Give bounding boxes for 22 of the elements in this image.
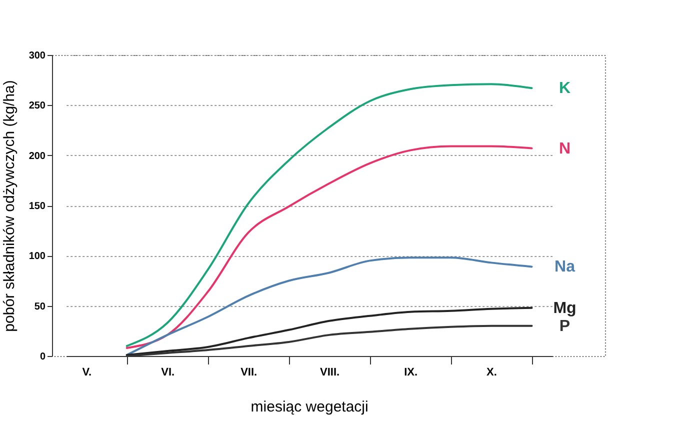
y-tick-label: 50 bbox=[34, 301, 46, 312]
y-tick-label: 150 bbox=[28, 201, 46, 212]
x-tick-label: VII. bbox=[240, 366, 258, 378]
x-tick-label: X. bbox=[486, 366, 497, 378]
y-tick-label: 300 bbox=[28, 50, 46, 62]
series-label: Mg bbox=[553, 300, 576, 317]
series-label: N bbox=[558, 140, 571, 158]
line-series bbox=[126, 83, 533, 347]
x-tick-label: IX. bbox=[404, 366, 418, 378]
y-tick-label: 250 bbox=[28, 100, 46, 112]
x-tick-label: V. bbox=[82, 366, 92, 378]
y-tick-label: 100 bbox=[28, 251, 46, 262]
x-tick-label: VI. bbox=[161, 366, 175, 378]
y-tick-label: 0 bbox=[40, 352, 46, 362]
series-label: K bbox=[558, 80, 571, 98]
y-axis-title: pobór składników odżywczych (kg/ha) bbox=[0, 80, 18, 332]
line-series bbox=[126, 145, 533, 349]
x-tick-label: VIII. bbox=[320, 366, 340, 378]
x-axis-title: miesiąc wegetacji bbox=[250, 398, 368, 416]
series-label: P bbox=[559, 318, 570, 335]
series-label: Na bbox=[554, 258, 576, 276]
y-tick-label: 200 bbox=[28, 150, 46, 162]
